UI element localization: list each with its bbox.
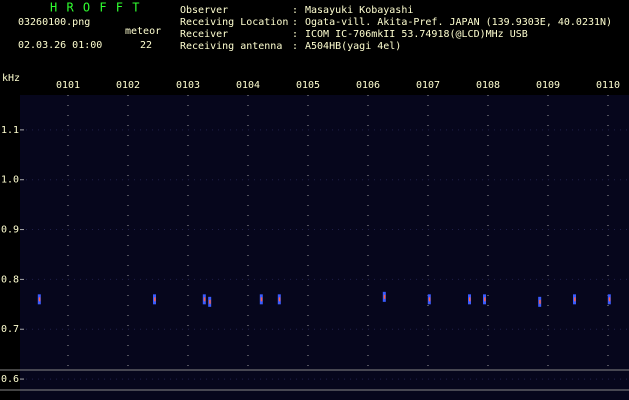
x-tick-label: 0109 (536, 80, 560, 91)
datetime: 02.03.26 01:00 (18, 40, 102, 51)
x-tick-label: 0105 (296, 80, 320, 91)
file-name: 03260100.png (18, 17, 90, 28)
echo-core (203, 297, 206, 302)
field-value: Ogata-vill. Akita-Pref. JAPAN (139.9303E… (305, 17, 612, 28)
x-tick-label: 0106 (356, 80, 380, 91)
y-axis-label: kHz (2, 73, 20, 84)
y-tick-label: 0.7 (1, 324, 19, 335)
echo-core (38, 297, 41, 302)
y-tick-label: 1.1 (1, 125, 19, 136)
echo-core (469, 297, 471, 302)
echo-core (260, 297, 263, 302)
plot-area (20, 95, 629, 400)
y-tick-label: 0.6 (1, 374, 19, 385)
echo-core (154, 297, 156, 302)
x-tick-label: 0107 (416, 80, 440, 91)
echo-core (608, 297, 611, 302)
echo-core (484, 297, 486, 302)
y-tick-label: 0.8 (1, 274, 19, 285)
echo-core (209, 299, 211, 304)
x-tick-label: 0103 (176, 80, 200, 91)
echo-core (383, 294, 386, 299)
field-separator: : (292, 41, 298, 52)
echo-core (428, 297, 431, 302)
x-tick-label: 0108 (476, 80, 500, 91)
y-tick-label: 0.9 (1, 225, 19, 236)
field-label: Receiving Location (180, 17, 288, 28)
meteor-label: meteor (125, 26, 161, 37)
app-title: H R O F F T (50, 1, 140, 15)
field-separator: : (292, 5, 298, 16)
field-separator: : (292, 17, 298, 28)
echo-core (574, 297, 576, 302)
field-value: Masayuki Kobayashi (305, 5, 413, 16)
field-value: ICOM IC-706mkII 53.74918(@LCD)MHz USB (305, 29, 528, 40)
field-label: Receiver (180, 29, 228, 40)
echo-core (278, 297, 281, 302)
x-tick-label: 0110 (596, 80, 620, 91)
x-tick-label: 0104 (236, 80, 260, 91)
field-label: Observer (180, 5, 228, 16)
meteor-count: 22 (140, 40, 152, 51)
field-value: A504HB(yagi 4el) (305, 41, 401, 52)
field-label: Receiving antenna (180, 41, 282, 52)
echo-core (539, 299, 541, 304)
field-separator: : (292, 29, 298, 40)
x-tick-label: 0102 (116, 80, 140, 91)
y-tick-label: 1.0 (1, 175, 19, 186)
x-tick-label: 0101 (56, 80, 80, 91)
